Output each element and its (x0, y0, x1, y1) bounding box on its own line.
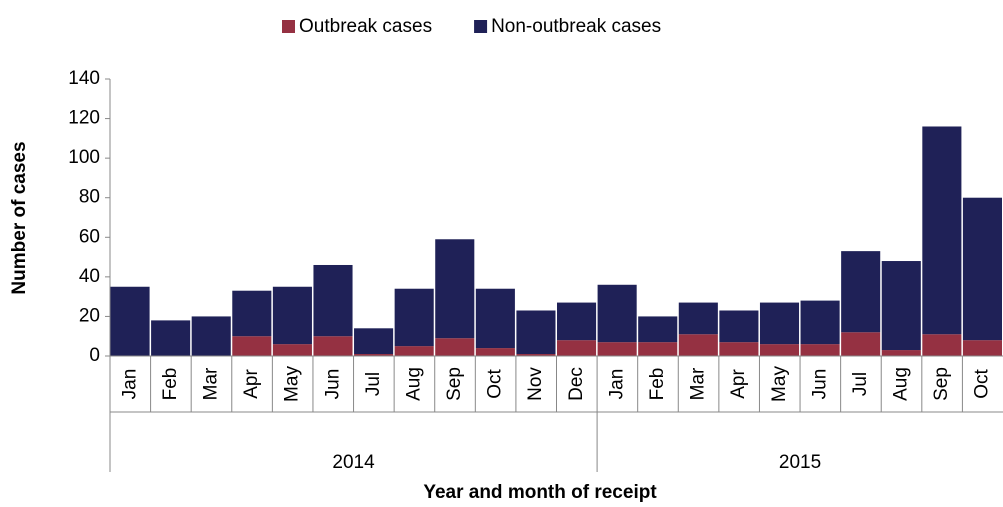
bar-segment (719, 342, 759, 356)
bar-segment (759, 302, 800, 345)
x-tick-label: Mar (688, 367, 709, 400)
x-tick-label: Oct (972, 369, 993, 399)
bar-segment (110, 286, 150, 356)
bar-segment (394, 288, 434, 347)
y-tick-label: 0 (89, 345, 100, 366)
x-tick-label: Jul (850, 372, 871, 396)
x-tick-label: Nov (525, 367, 546, 401)
y-tick-label: 140 (68, 68, 100, 89)
x-tick-label: Apr (728, 369, 749, 399)
bar-segment (962, 340, 1002, 356)
y-tick-label: 20 (79, 305, 100, 326)
bar-segment (313, 336, 353, 356)
legend-label: Non-outbreak cases (491, 16, 661, 37)
x-tick-label: Mar (200, 367, 221, 400)
bar-segment (678, 334, 718, 356)
x-tick-label: May (769, 366, 790, 402)
legend-swatch (282, 20, 295, 33)
bar-segment (475, 288, 515, 349)
bar-segment (597, 342, 637, 356)
bar-segment (435, 338, 475, 356)
x-tick-label: Jun (322, 369, 343, 400)
bar-segment (800, 300, 840, 345)
bar-segment (272, 286, 312, 345)
bar-segment (354, 328, 394, 355)
x-tick-label: Oct (485, 369, 506, 399)
y-tick-label: 80 (79, 187, 100, 208)
legend-label: Outbreak cases (299, 16, 432, 37)
bar-segment (719, 310, 759, 343)
bar-segment (638, 316, 678, 343)
bar-segment (881, 350, 921, 356)
group-label: 2015 (779, 452, 821, 473)
x-tick-label: May (282, 366, 303, 402)
x-tick-label: Sep (931, 367, 952, 401)
bar-segment (354, 354, 394, 356)
bar-segment (232, 290, 272, 337)
bar-segment (232, 336, 272, 356)
bar-segment (922, 126, 962, 335)
bar-segment (841, 251, 881, 333)
y-tick-label: 60 (79, 226, 100, 247)
bar-segment (759, 344, 800, 356)
x-axis-title: Year and month of receipt (423, 482, 657, 503)
bar-segment (516, 310, 556, 355)
bar-segment (638, 342, 678, 356)
y-tick-label: 120 (68, 108, 100, 129)
bar-segment (962, 197, 1002, 341)
group-label: 2014 (332, 452, 375, 473)
y-tick-label: 100 (68, 147, 100, 168)
x-tick-label: Feb (647, 368, 668, 401)
x-tick-label: Feb (160, 368, 181, 401)
x-tick-label: Jun (809, 369, 830, 400)
x-tick-label: Dec (566, 367, 587, 401)
x-tick-label: Aug (891, 367, 912, 401)
x-tick-label: Jan (119, 369, 140, 400)
bar-segment (272, 344, 312, 356)
bar-segment (881, 261, 921, 351)
bar-segment (557, 302, 597, 341)
x-tick-label: Apr (241, 369, 262, 399)
x-tick-label: Jan (606, 369, 627, 400)
bar-segment (394, 346, 434, 356)
bar-segment (800, 344, 840, 356)
bar-segment (313, 264, 353, 337)
bar-segment (557, 340, 597, 356)
bar-segment (516, 354, 556, 356)
x-tick-label: Jul (363, 372, 384, 396)
bar-segment (475, 348, 515, 356)
bar-segment (841, 332, 881, 356)
x-tick-label: Sep (444, 367, 465, 401)
bar-segment (597, 284, 637, 343)
bar-segment (151, 320, 191, 356)
bar-segment (191, 316, 231, 356)
y-axis-title: Number of cases (9, 141, 30, 294)
bar-segment (678, 302, 718, 335)
x-tick-label: Aug (403, 367, 424, 401)
legend-swatch (474, 20, 488, 33)
bar-segment (922, 334, 962, 356)
y-tick-label: 40 (79, 266, 100, 287)
bar-segment (435, 239, 475, 339)
